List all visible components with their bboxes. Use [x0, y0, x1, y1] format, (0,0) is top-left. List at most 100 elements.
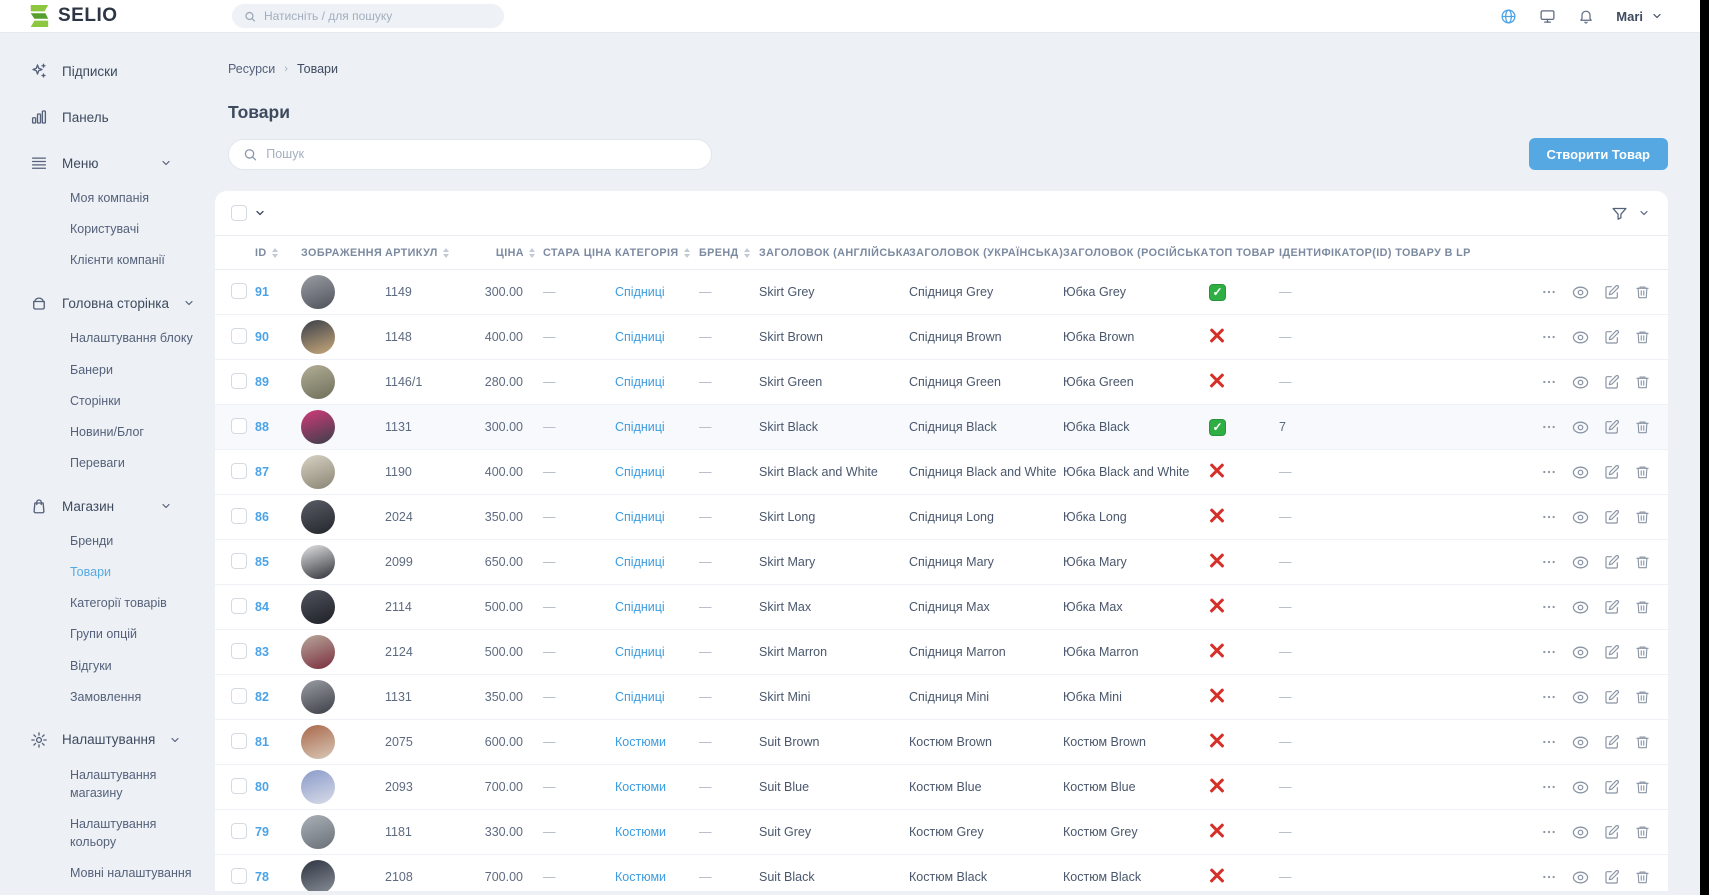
row-view-eye-icon[interactable] [1572, 284, 1589, 301]
row-edit-icon[interactable] [1604, 284, 1620, 300]
product-category-link[interactable]: Спідниці [615, 645, 665, 659]
row-edit-icon[interactable] [1604, 464, 1620, 480]
row-edit-icon[interactable] [1604, 329, 1620, 345]
row-delete-trash-icon[interactable] [1635, 599, 1650, 615]
row-edit-icon[interactable] [1604, 734, 1620, 750]
product-image[interactable] [301, 365, 335, 399]
row-more-actions-icon[interactable] [1541, 734, 1557, 750]
filter-chevron-icon[interactable] [1638, 207, 1650, 219]
products-search[interactable] [228, 138, 712, 170]
global-search[interactable] [232, 4, 504, 28]
product-category-link[interactable]: Спідниці [615, 420, 665, 434]
product-category-link[interactable]: Спідниці [615, 375, 665, 389]
product-id-link[interactable]: 90 [255, 330, 269, 344]
product-category-link[interactable]: Спідниці [615, 600, 665, 614]
product-image[interactable] [301, 455, 335, 489]
sidebar-subitem[interactable]: Сторінки [70, 393, 121, 408]
row-checkbox[interactable] [231, 777, 247, 794]
product-id-link[interactable]: 85 [255, 555, 269, 569]
app-logo[interactable]: SELIO [28, 4, 232, 28]
row-checkbox[interactable] [231, 867, 247, 884]
user-menu[interactable]: Mari [1616, 9, 1663, 24]
sort-icon[interactable] [271, 247, 278, 258]
row-edit-icon[interactable] [1604, 644, 1620, 660]
product-image[interactable] [301, 725, 335, 759]
sidebar-item-shop[interactable]: Магазин [30, 494, 200, 518]
product-category-link[interactable]: Спідниці [615, 330, 665, 344]
sidebar-item-menu[interactable]: Меню [30, 151, 200, 175]
product-id-link[interactable]: 79 [255, 825, 269, 839]
sidebar-subitem[interactable]: Налаштування магазину [70, 767, 157, 800]
row-more-actions-icon[interactable] [1541, 419, 1557, 435]
product-id-link[interactable]: 82 [255, 690, 269, 704]
sidebar-subitem[interactable]: Моя компанія [70, 191, 150, 205]
sidebar-subitem[interactable]: Клієнти компанії [70, 253, 165, 268]
sidebar-subitem[interactable]: Групи опцій [70, 627, 137, 642]
product-category-link[interactable]: Спідниці [615, 285, 665, 299]
row-more-actions-icon[interactable] [1541, 554, 1557, 570]
row-delete-trash-icon[interactable] [1635, 464, 1650, 480]
row-delete-trash-icon[interactable] [1635, 284, 1650, 300]
sidebar-subitem[interactable]: Новини/Блог [70, 424, 144, 439]
product-image[interactable] [301, 500, 335, 534]
row-more-actions-icon[interactable] [1541, 509, 1557, 525]
filter-funnel-icon[interactable] [1611, 205, 1628, 222]
product-category-link[interactable]: Костюми [615, 870, 667, 884]
sidebar-subitem[interactable]: Налаштування блоку [70, 331, 193, 346]
row-more-actions-icon[interactable] [1541, 284, 1557, 300]
row-view-eye-icon[interactable] [1572, 374, 1589, 391]
sidebar-subitem[interactable]: Мовні налаштування [70, 866, 192, 881]
product-image[interactable] [301, 545, 335, 579]
product-id-link[interactable]: 91 [255, 285, 269, 299]
column-header[interactable]: АРТИКУЛ [385, 235, 469, 270]
product-category-link[interactable]: Костюми [615, 780, 667, 794]
product-id-link[interactable]: 86 [255, 510, 269, 524]
sidebar-subitem[interactable]: Бренди [70, 534, 114, 548]
row-checkbox[interactable] [231, 462, 247, 479]
scrollbar-track[interactable] [1700, 0, 1709, 895]
language-globe-icon[interactable] [1500, 8, 1517, 25]
product-image[interactable] [301, 320, 335, 354]
row-checkbox[interactable] [231, 282, 247, 299]
row-view-eye-icon[interactable] [1572, 464, 1589, 481]
sidebar-subitem[interactable]: Переваги [70, 455, 125, 470]
row-checkbox[interactable] [231, 552, 247, 569]
row-edit-icon[interactable] [1604, 554, 1620, 570]
sidebar-subitem[interactable]: Замовлення [70, 689, 142, 704]
row-more-actions-icon[interactable] [1541, 329, 1557, 345]
product-id-link[interactable]: 84 [255, 600, 269, 614]
sort-icon[interactable] [529, 247, 535, 258]
row-edit-icon[interactable] [1604, 779, 1620, 795]
product-image[interactable] [301, 275, 335, 309]
sidebar-item-panel[interactable]: Панель [30, 105, 200, 129]
sort-icon[interactable] [743, 247, 750, 258]
row-view-eye-icon[interactable] [1572, 779, 1589, 796]
create-product-button[interactable]: Створити Товар [1528, 138, 1668, 170]
product-image[interactable] [301, 815, 335, 849]
row-checkbox[interactable] [231, 417, 247, 434]
row-checkbox[interactable] [231, 597, 247, 614]
row-edit-icon[interactable] [1604, 869, 1620, 885]
row-view-eye-icon[interactable] [1572, 329, 1589, 346]
product-image[interactable] [301, 635, 335, 669]
row-checkbox[interactable] [231, 507, 247, 524]
row-edit-icon[interactable] [1604, 599, 1620, 615]
row-view-eye-icon[interactable] [1572, 644, 1589, 661]
product-image[interactable] [301, 410, 335, 444]
row-more-actions-icon[interactable] [1541, 824, 1557, 840]
sidebar-item-home-page[interactable]: Головна сторінка [30, 291, 200, 315]
row-more-actions-icon[interactable] [1541, 779, 1557, 795]
column-header[interactable]: БРЕНД [699, 235, 759, 270]
product-category-link[interactable]: Спідниці [615, 465, 665, 479]
row-delete-trash-icon[interactable] [1635, 869, 1650, 885]
global-search-input[interactable] [263, 9, 492, 23]
product-id-link[interactable]: 88 [255, 420, 269, 434]
row-delete-trash-icon[interactable] [1635, 329, 1650, 345]
sort-icon[interactable] [683, 247, 690, 258]
row-delete-trash-icon[interactable] [1635, 689, 1650, 705]
row-edit-icon[interactable] [1604, 374, 1620, 390]
row-view-eye-icon[interactable] [1572, 554, 1589, 571]
product-image[interactable] [301, 860, 335, 891]
row-view-eye-icon[interactable] [1572, 869, 1589, 886]
row-delete-trash-icon[interactable] [1635, 824, 1650, 840]
